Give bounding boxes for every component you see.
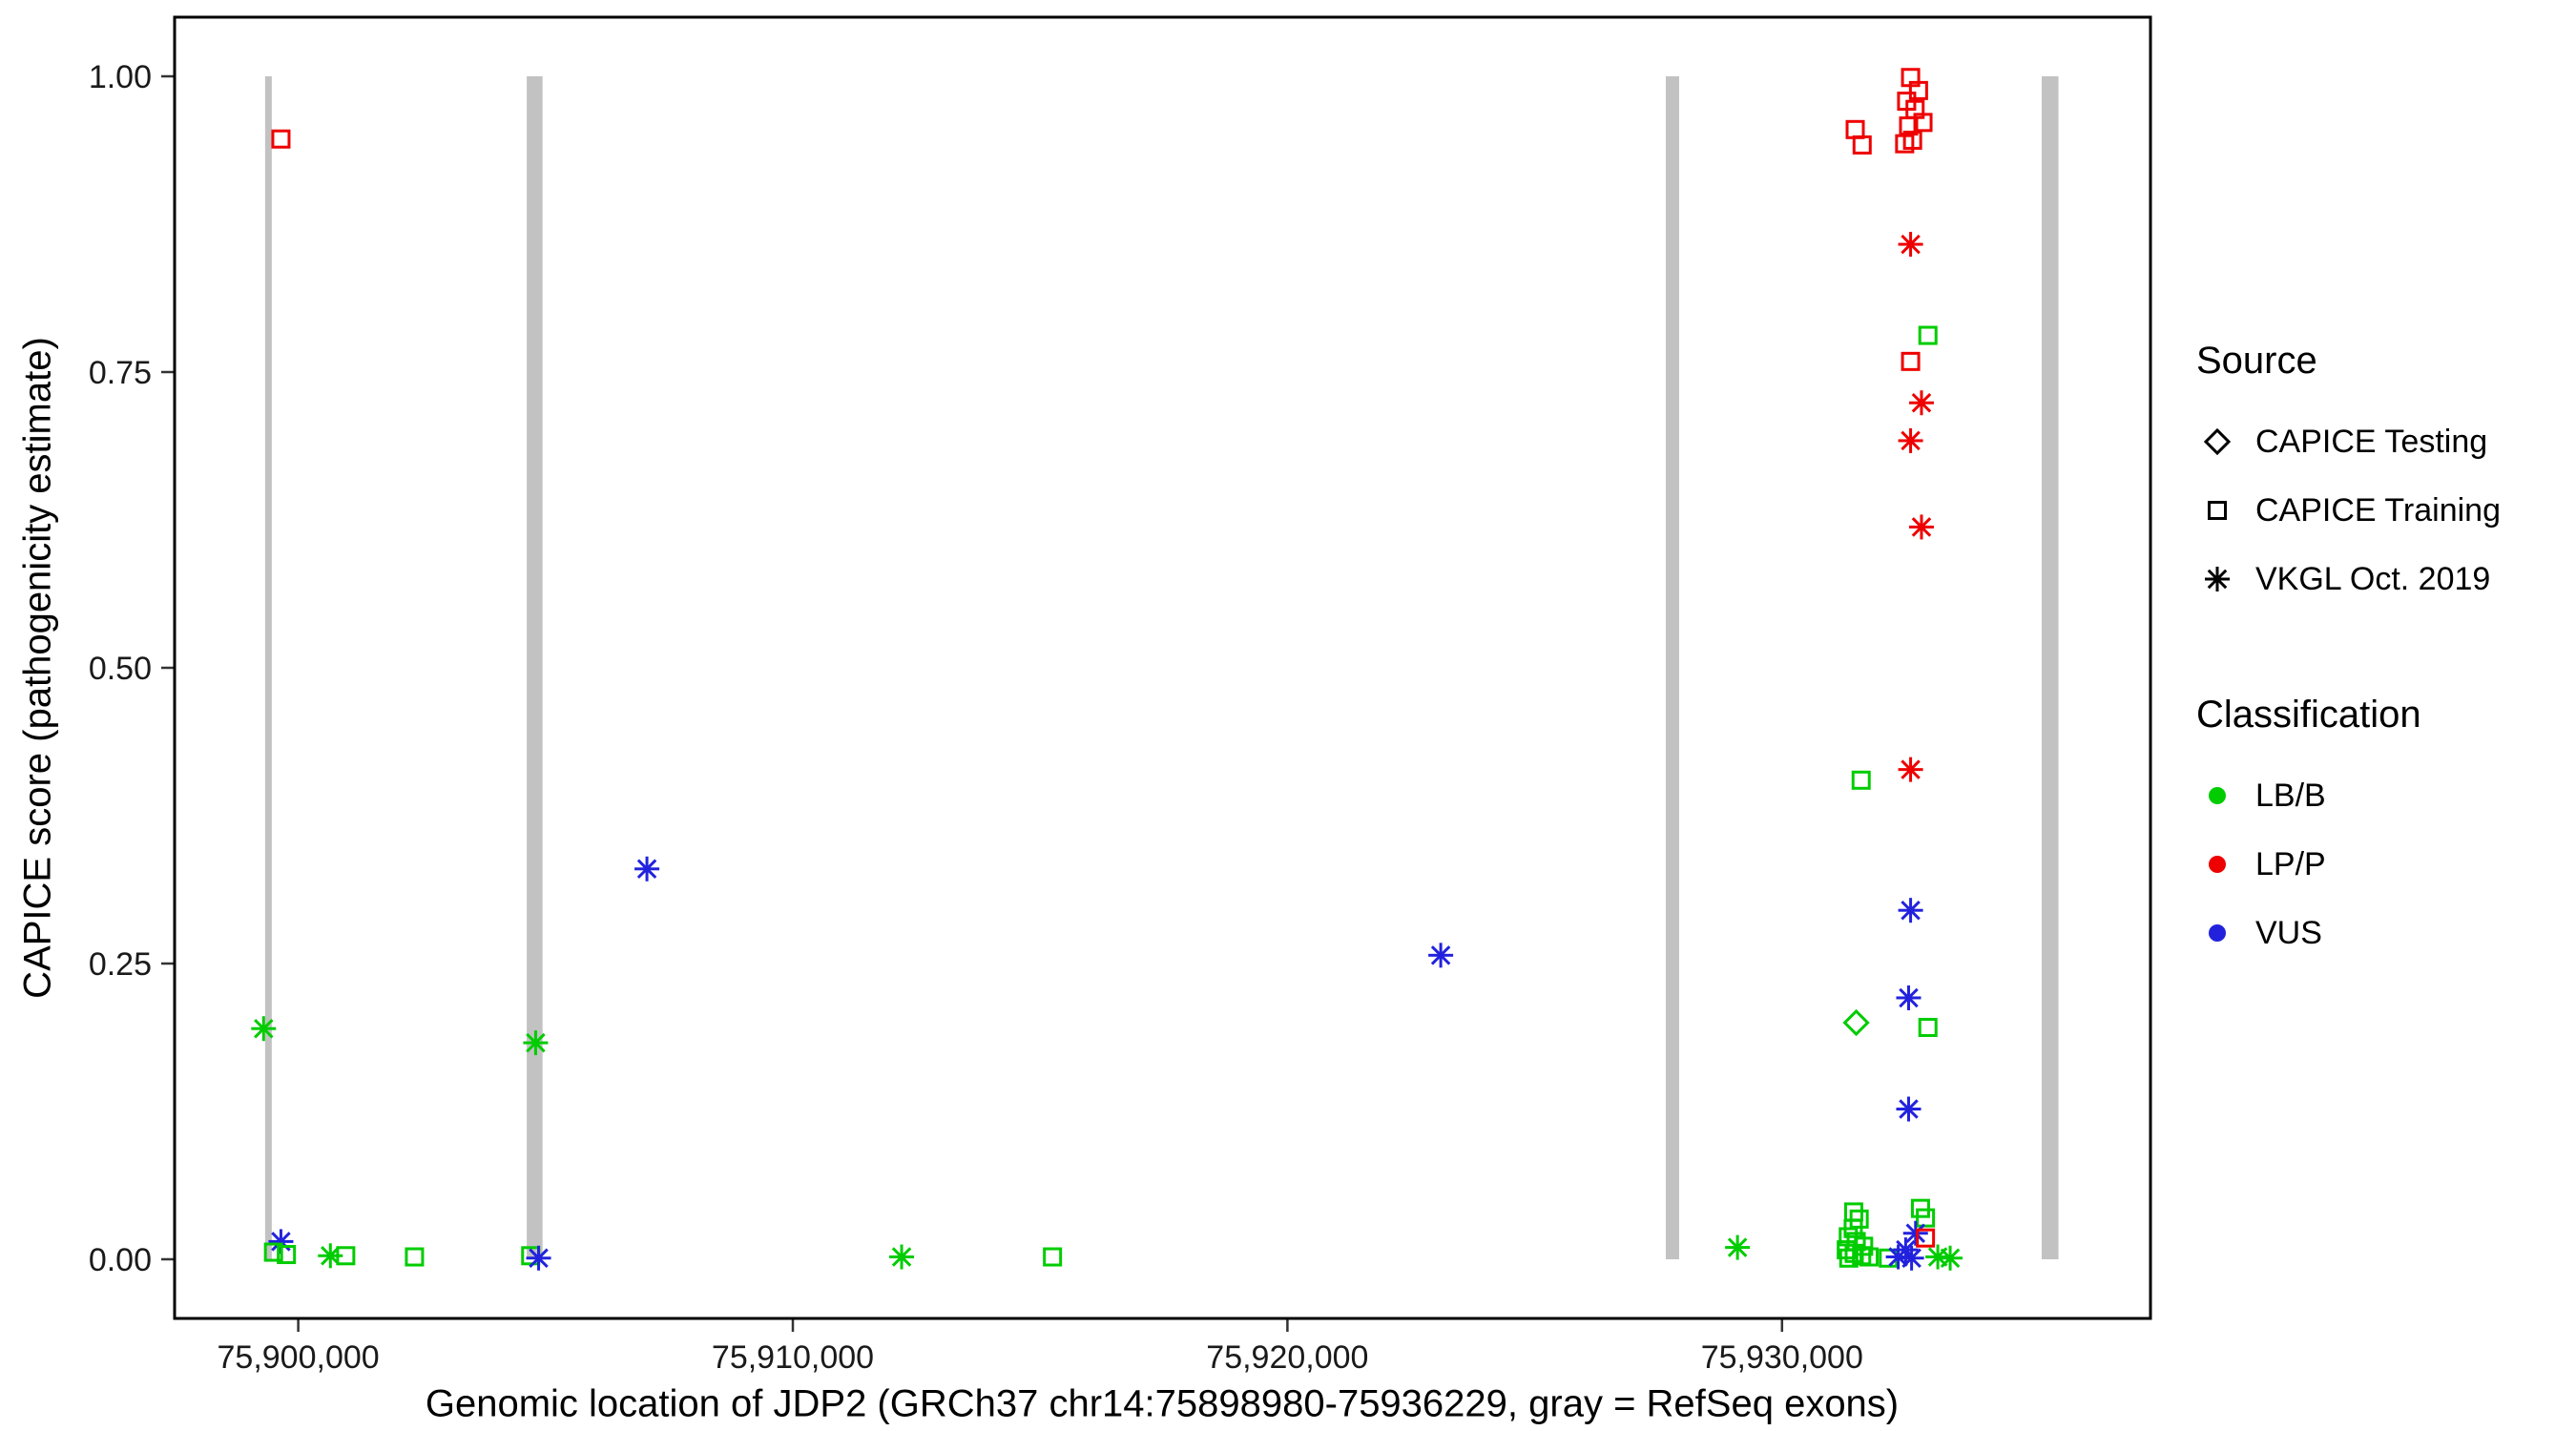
diamond-icon	[2203, 427, 2232, 456]
refseq-exon-bar	[2041, 76, 2059, 1259]
data-point	[277, 1245, 297, 1265]
data-point	[1859, 1247, 1880, 1267]
legend-item-label: CAPICE Testing	[2255, 423, 2488, 460]
legend-item-lb-b: LB/B	[2196, 761, 2574, 830]
data-point	[1896, 985, 1922, 1010]
data-point	[1896, 1096, 1922, 1122]
data-point	[1898, 898, 1923, 923]
data-point	[1725, 1234, 1751, 1260]
refseq-exon-bar	[527, 76, 543, 1259]
plot-panel	[175, 17, 2150, 1318]
data-point	[1913, 113, 1933, 133]
legend-item-vkgl-oct-2019: VKGL Oct. 2019	[2196, 545, 2574, 613]
legend-item-label: VKGL Oct. 2019	[2255, 560, 2491, 597]
data-point	[405, 1247, 425, 1267]
data-point	[1842, 1008, 1870, 1037]
y-axis-title: CAPICE score (pathogenicity estimate)	[16, 337, 59, 999]
panel-border	[173, 15, 2152, 1320]
data-point	[523, 1030, 549, 1056]
circle-icon	[2209, 856, 2226, 873]
data-point	[1901, 351, 1921, 371]
legend-item-label: LB/B	[2255, 777, 2326, 814]
x-tick-label: 75,910,000	[712, 1339, 874, 1376]
legend-item-capice-testing: CAPICE Testing	[2196, 407, 2574, 476]
legend-item-label: LP/P	[2255, 845, 2326, 882]
legend-item-label: CAPICE Training	[2255, 491, 2501, 529]
data-point	[336, 1246, 356, 1266]
data-point	[1908, 80, 1928, 100]
data-point	[1899, 116, 1919, 136]
y-tick-label: 0.00	[89, 1242, 152, 1278]
legend-item-label: VUS	[2255, 914, 2322, 951]
data-point	[1916, 1228, 1936, 1248]
data-point	[1908, 390, 1934, 416]
asterisk-icon	[2205, 567, 2230, 591]
data-point	[1898, 757, 1923, 782]
data-point	[1852, 135, 1872, 155]
legend-source-items: CAPICE Testing CAPICE Training VKGL Oct. 2…	[2196, 407, 2574, 613]
legend-source-title: Source	[2196, 340, 2317, 382]
x-axis-title: Genomic location of JDP2 (GRCh37 chr14:7…	[425, 1382, 1900, 1425]
circle-icon	[2209, 924, 2226, 942]
data-point	[263, 1242, 283, 1262]
y-tick-label: 1.00	[89, 59, 152, 95]
legend: Source CAPICE Testing CAPICE Training VKGL…	[2196, 340, 2574, 967]
data-point	[889, 1244, 915, 1270]
data-point	[1851, 770, 1871, 790]
circle-icon	[2209, 787, 2226, 804]
legend-item-lp-p: LP/P	[2196, 830, 2574, 899]
refseq-exon-bar	[1665, 76, 1679, 1259]
data-point	[1428, 943, 1454, 968]
legend-classification-title: Classification	[2196, 694, 2421, 736]
data-point	[1899, 1245, 1924, 1271]
data-point	[1898, 232, 1923, 258]
data-point	[1916, 1208, 1936, 1228]
data-point	[634, 856, 660, 881]
data-point	[1918, 1017, 1938, 1037]
x-tick-label: 75,900,000	[218, 1339, 380, 1376]
x-tick-label: 75,920,000	[1206, 1339, 1368, 1376]
y-tick-label: 0.75	[89, 355, 152, 391]
data-point	[1908, 514, 1934, 540]
points-layer	[251, 68, 1963, 1271]
square-icon	[2208, 501, 2227, 520]
y-tick-label: 0.50	[89, 651, 152, 687]
legend-classification-items: LB/B LP/P VUS	[2196, 761, 2574, 967]
data-point	[1839, 1248, 1859, 1268]
data-point	[271, 129, 291, 149]
data-point	[1938, 1245, 1963, 1271]
refseq-exon-bar	[264, 76, 272, 1259]
axes-layer: 75,900,000 75,910,000 75,920,000 75,930,000…	[89, 59, 1863, 1376]
data-point	[251, 1016, 277, 1042]
y-tick-label: 0.25	[89, 946, 152, 983]
data-point	[1918, 325, 1938, 345]
legend-item-capice-training: CAPICE Training	[2196, 476, 2574, 545]
data-point	[1895, 134, 1915, 154]
data-point	[1043, 1247, 1063, 1267]
refseq-exon-layer	[264, 76, 2059, 1259]
data-point	[526, 1245, 551, 1271]
legend-item-vus: VUS	[2196, 899, 2574, 967]
x-tick-label: 75,930,000	[1701, 1339, 1863, 1376]
data-point	[1898, 427, 1923, 453]
